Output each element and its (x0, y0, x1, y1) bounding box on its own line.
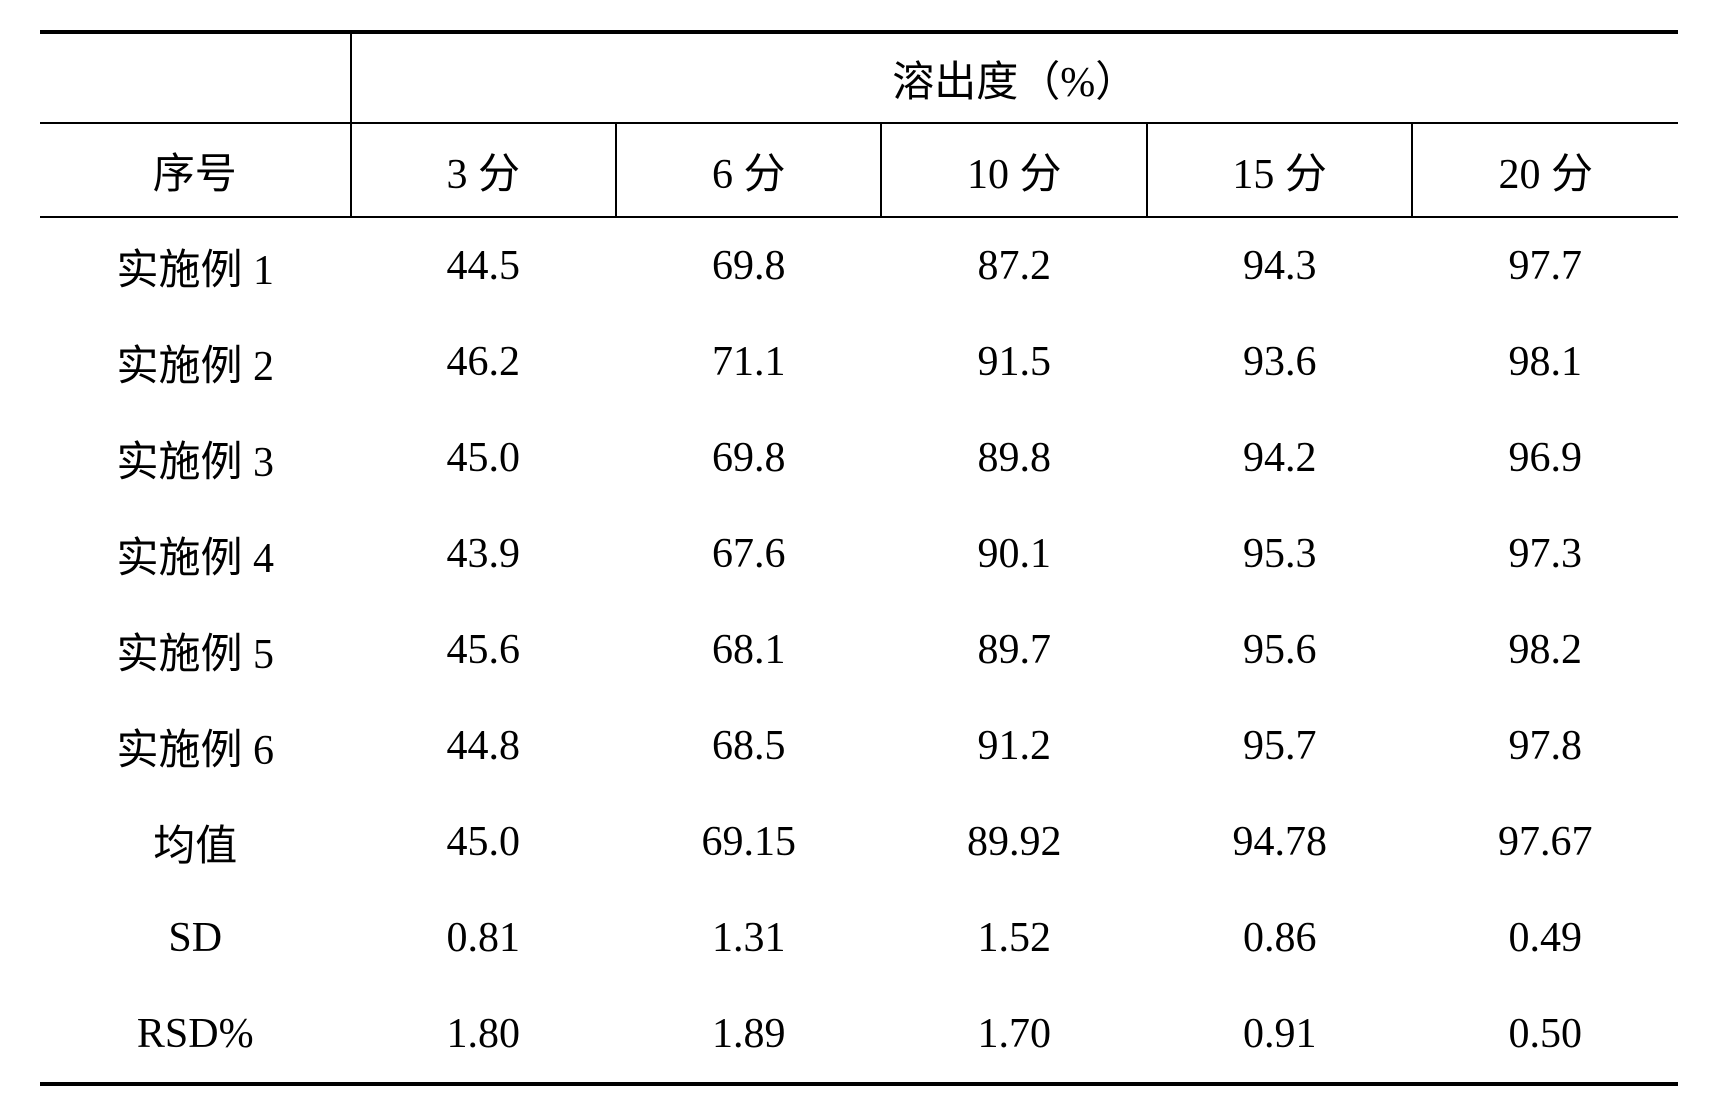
row-label: 实施例 4 (40, 506, 351, 602)
cell: 0.86 (1147, 890, 1412, 986)
row-label: 实施例 2 (40, 314, 351, 410)
cell: 97.8 (1412, 698, 1678, 794)
time-header-4: 20 分 (1412, 123, 1678, 217)
cell: 69.8 (616, 410, 881, 506)
cell: 1.70 (881, 986, 1146, 1084)
cell: 0.81 (351, 890, 616, 986)
cell: 68.5 (616, 698, 881, 794)
cell: 98.2 (1412, 602, 1678, 698)
cell: 95.3 (1147, 506, 1412, 602)
row-label: 实施例 3 (40, 410, 351, 506)
row-label: 实施例 1 (40, 217, 351, 314)
row-label: RSD% (40, 986, 351, 1084)
cell: 71.1 (616, 314, 881, 410)
table-row: SD 0.81 1.31 1.52 0.86 0.49 (40, 890, 1678, 986)
cell: 44.8 (351, 698, 616, 794)
cell: 1.52 (881, 890, 1146, 986)
cell: 43.9 (351, 506, 616, 602)
cell: 44.5 (351, 217, 616, 314)
row-label-header: 序号 (40, 123, 351, 217)
dissolution-table: 溶出度（%） 序号 3 分 6 分 10 分 15 分 20 分 实施例 1 4… (40, 30, 1678, 1086)
row-label: 均值 (40, 794, 351, 890)
cell: 97.7 (1412, 217, 1678, 314)
cell: 0.91 (1147, 986, 1412, 1084)
cell: 46.2 (351, 314, 616, 410)
table-row: RSD% 1.80 1.89 1.70 0.91 0.50 (40, 986, 1678, 1084)
cell: 1.80 (351, 986, 616, 1084)
cell: 95.6 (1147, 602, 1412, 698)
table-row: 实施例 5 45.6 68.1 89.7 95.6 98.2 (40, 602, 1678, 698)
cell: 89.92 (881, 794, 1146, 890)
cell: 97.3 (1412, 506, 1678, 602)
cell: 94.78 (1147, 794, 1412, 890)
table-header-row-2: 序号 3 分 6 分 10 分 15 分 20 分 (40, 123, 1678, 217)
row-label: 实施例 5 (40, 602, 351, 698)
table-header-row-1: 溶出度（%） (40, 32, 1678, 123)
cell: 87.2 (881, 217, 1146, 314)
time-header-2: 10 分 (881, 123, 1146, 217)
cell: 94.3 (1147, 217, 1412, 314)
table-row: 均值 45.0 69.15 89.92 94.78 97.67 (40, 794, 1678, 890)
row-label: 实施例 6 (40, 698, 351, 794)
cell: 45.0 (351, 410, 616, 506)
page: 溶出度（%） 序号 3 分 6 分 10 分 15 分 20 分 实施例 1 4… (0, 0, 1718, 1102)
header-blank-cell (40, 32, 351, 123)
cell: 91.5 (881, 314, 1146, 410)
cell: 1.89 (616, 986, 881, 1084)
cell: 1.31 (616, 890, 881, 986)
cell: 89.8 (881, 410, 1146, 506)
cell: 67.6 (616, 506, 881, 602)
cell: 69.15 (616, 794, 881, 890)
cell: 45.6 (351, 602, 616, 698)
cell: 68.1 (616, 602, 881, 698)
cell: 0.50 (1412, 986, 1678, 1084)
cell: 96.9 (1412, 410, 1678, 506)
cell: 97.67 (1412, 794, 1678, 890)
super-header: 溶出度（%） (351, 32, 1678, 123)
cell: 89.7 (881, 602, 1146, 698)
cell: 93.6 (1147, 314, 1412, 410)
time-header-3: 15 分 (1147, 123, 1412, 217)
row-label: SD (40, 890, 351, 986)
cell: 95.7 (1147, 698, 1412, 794)
cell: 69.8 (616, 217, 881, 314)
cell: 0.49 (1412, 890, 1678, 986)
table-row: 实施例 2 46.2 71.1 91.5 93.6 98.1 (40, 314, 1678, 410)
table-row: 实施例 1 44.5 69.8 87.2 94.3 97.7 (40, 217, 1678, 314)
cell: 90.1 (881, 506, 1146, 602)
table-row: 实施例 6 44.8 68.5 91.2 95.7 97.8 (40, 698, 1678, 794)
time-header-1: 6 分 (616, 123, 881, 217)
cell: 45.0 (351, 794, 616, 890)
table-row: 实施例 4 43.9 67.6 90.1 95.3 97.3 (40, 506, 1678, 602)
cell: 91.2 (881, 698, 1146, 794)
cell: 94.2 (1147, 410, 1412, 506)
time-header-0: 3 分 (351, 123, 616, 217)
table-row: 实施例 3 45.0 69.8 89.8 94.2 96.9 (40, 410, 1678, 506)
cell: 98.1 (1412, 314, 1678, 410)
